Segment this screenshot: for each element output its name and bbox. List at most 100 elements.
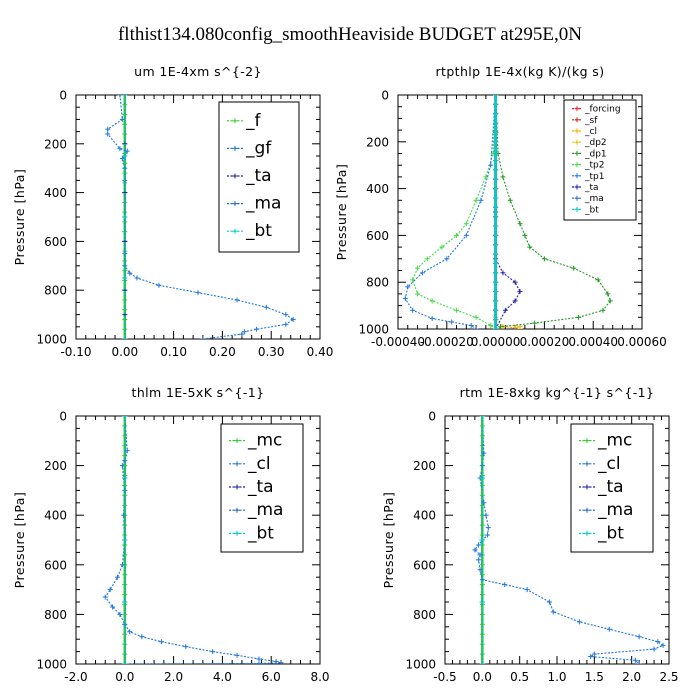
x-tick-label: 0.20 bbox=[209, 345, 236, 359]
series-bt-point bbox=[493, 204, 499, 210]
legend-bt-label: _bt bbox=[245, 221, 272, 241]
legend-dp1-label: _dp1 bbox=[584, 149, 607, 159]
x-tick-label: 2.0 bbox=[164, 670, 183, 684]
series-bt-point bbox=[479, 537, 485, 543]
series-tp1-point bbox=[405, 284, 411, 290]
legend-tp1-marker bbox=[574, 173, 580, 179]
figure-title: flthist134.080config_smoothHeaviside BUD… bbox=[118, 24, 582, 45]
series-cl-point bbox=[517, 326, 523, 329]
series-bt-point bbox=[122, 153, 128, 159]
legend-bt-marker bbox=[584, 530, 590, 536]
series-dp1-point bbox=[517, 221, 523, 227]
series-gf-point bbox=[134, 275, 140, 281]
series-bt-point bbox=[493, 167, 499, 173]
legend-cl-marker bbox=[234, 461, 240, 467]
x-tick-label: 0.0 bbox=[473, 670, 492, 684]
series-bt-point bbox=[122, 214, 128, 220]
series-bt-point bbox=[479, 416, 485, 419]
panel-4: rtm 1E-8xkg kg^{-1} s^{-1} Pressure [hPa]… bbox=[381, 385, 679, 684]
legend-ma-label: _ma bbox=[245, 194, 281, 214]
series-dp1-point bbox=[576, 314, 582, 320]
series-dp1-point bbox=[595, 277, 601, 283]
series-cl-line bbox=[495, 95, 521, 329]
legend-ma-label: _ma bbox=[597, 500, 633, 520]
series-cl-point bbox=[512, 325, 518, 329]
series-dp1-point bbox=[571, 265, 577, 271]
legend-bt-marker bbox=[234, 530, 240, 536]
series-dp1-point bbox=[527, 244, 533, 250]
series-cl-point bbox=[127, 629, 133, 635]
series-gf-point bbox=[156, 282, 162, 288]
x-tick-label: 2.5 bbox=[659, 670, 678, 684]
legend-ta-label: _ta bbox=[584, 183, 599, 193]
series-cl-point bbox=[476, 542, 482, 548]
series-gf-point bbox=[200, 336, 206, 339]
series-tp2-point bbox=[454, 307, 460, 313]
series-bt-point bbox=[479, 599, 485, 605]
series-bt-point bbox=[493, 307, 499, 313]
legend-ma-label: _ma bbox=[584, 194, 604, 204]
legend-bt-marker bbox=[574, 206, 580, 212]
y-tick-label: 400 bbox=[413, 509, 436, 523]
series-bt-point bbox=[493, 101, 499, 107]
series-group bbox=[402, 95, 613, 329]
y-axis-title: Pressure [hPa] bbox=[12, 169, 27, 266]
series-gf-point bbox=[119, 155, 125, 161]
series-bt-point bbox=[493, 186, 499, 192]
series-tp2-point bbox=[415, 291, 421, 297]
y-tick-label: 1000 bbox=[405, 658, 436, 672]
legend: _mc _cl _ta _ma _bt bbox=[220, 423, 304, 553]
panels-group: um 1E-4xm s^{-2} Pressure [hPa] -0.10 0.00 0… bbox=[12, 64, 679, 684]
legend-sf-marker bbox=[574, 117, 580, 123]
series-gf-point bbox=[117, 146, 123, 152]
y-tick-label: 1000 bbox=[358, 323, 389, 337]
series-ta-point bbox=[512, 298, 518, 304]
series-bt-point bbox=[493, 176, 499, 182]
legend-forcing-marker bbox=[574, 106, 580, 112]
legend-ta-marker bbox=[584, 484, 590, 490]
series-cl-point bbox=[636, 634, 642, 640]
x-tick-label: -0.00020 bbox=[420, 335, 474, 349]
series-tp1-point bbox=[419, 270, 425, 276]
y-tick-label: 800 bbox=[44, 284, 67, 298]
legend-ta-marker bbox=[232, 173, 238, 179]
series-cl-point bbox=[481, 450, 487, 456]
panel-3: thlm 1E-5xK s^{-1} Pressure [hPa] -2.0 0.0 2… bbox=[12, 385, 330, 684]
legend-gf-marker bbox=[232, 145, 238, 151]
series-bt-point bbox=[122, 537, 128, 543]
series-ta-point bbox=[502, 307, 508, 313]
series-bt-point bbox=[493, 232, 499, 238]
panel-title: rtm 1E-8xkg kg^{-1} s^{-1} bbox=[460, 385, 655, 400]
series-cl-point bbox=[119, 562, 125, 568]
panel-title: um 1E-4xm s^{-2} bbox=[134, 64, 262, 79]
series-cl-point bbox=[502, 582, 508, 588]
series-tp1-point bbox=[478, 197, 484, 203]
panel-2: rtpthlp 1E-4x(kg K)/(kg s) Pressure [hPa]… bbox=[334, 64, 667, 349]
y-tick-label: 600 bbox=[44, 235, 67, 249]
series-dp1-point bbox=[600, 307, 606, 313]
series-cl-point bbox=[114, 574, 120, 580]
series-tp1-point bbox=[463, 232, 469, 238]
legend-gf-label: _gf bbox=[245, 138, 272, 158]
y-tick-label: 400 bbox=[44, 186, 67, 200]
y-tick-label: 200 bbox=[366, 135, 389, 149]
series-cl-point bbox=[547, 599, 553, 605]
x-tick-label: 2.0 bbox=[622, 670, 641, 684]
legend-bt-label: _bt bbox=[584, 205, 599, 215]
legend-dp1-marker bbox=[574, 150, 580, 156]
series-bt-point bbox=[479, 475, 485, 481]
series-tp1-point bbox=[444, 256, 450, 262]
series-bt-point bbox=[493, 279, 499, 285]
x-tick-label: -2.0 bbox=[64, 670, 87, 684]
y-tick-label: 800 bbox=[44, 608, 67, 622]
series-gf-point bbox=[234, 297, 240, 303]
y-axis-title: Pressure [hPa] bbox=[381, 492, 396, 589]
y-tick-label: 400 bbox=[366, 182, 389, 196]
x-tick-label: 0.00060 bbox=[617, 335, 667, 349]
y-axis-title: Pressure [hPa] bbox=[12, 492, 27, 589]
y-tick-label: 200 bbox=[413, 459, 436, 473]
legend-cl-label: _cl bbox=[247, 454, 271, 474]
legend-cl-label: _cl bbox=[597, 454, 621, 474]
x-tick-label: -0.10 bbox=[60, 345, 91, 359]
legend-ma-marker bbox=[584, 507, 590, 513]
